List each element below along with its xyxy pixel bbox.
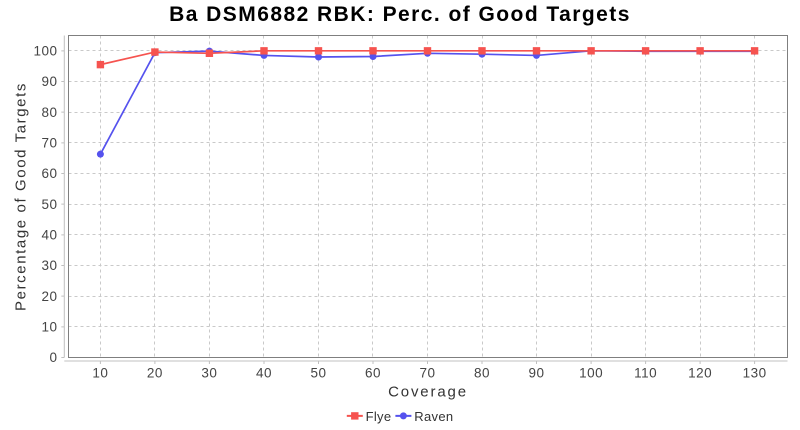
- svg-text:10: 10: [41, 319, 57, 334]
- svg-text:90: 90: [528, 365, 544, 380]
- svg-text:40: 40: [256, 365, 272, 380]
- svg-text:130: 130: [743, 365, 767, 380]
- svg-text:50: 50: [41, 197, 57, 212]
- svg-text:Raven: Raven: [414, 409, 453, 424]
- svg-text:80: 80: [474, 365, 490, 380]
- svg-text:10: 10: [92, 365, 108, 380]
- svg-text:20: 20: [41, 289, 57, 304]
- svg-text:Ba DSM6882 RBK: Perc. of Good: Ba DSM6882 RBK: Perc. of Good Targets: [169, 3, 631, 26]
- svg-text:120: 120: [688, 365, 712, 380]
- svg-text:30: 30: [201, 365, 217, 380]
- svg-text:60: 60: [365, 365, 381, 380]
- svg-text:Percentage of Good Targets: Percentage of Good Targets: [12, 82, 29, 311]
- svg-text:110: 110: [634, 365, 657, 380]
- svg-text:30: 30: [41, 258, 57, 273]
- svg-text:20: 20: [147, 365, 163, 380]
- svg-text:100: 100: [33, 43, 57, 58]
- svg-text:100: 100: [579, 365, 603, 380]
- svg-text:50: 50: [310, 365, 326, 380]
- svg-text:Coverage: Coverage: [388, 383, 468, 400]
- svg-text:70: 70: [41, 135, 57, 150]
- svg-text:80: 80: [41, 105, 57, 120]
- svg-text:60: 60: [41, 166, 57, 181]
- svg-text:90: 90: [41, 74, 57, 89]
- svg-text:70: 70: [419, 365, 435, 380]
- svg-text:0: 0: [49, 350, 57, 365]
- svg-text:Flye: Flye: [366, 409, 392, 424]
- svg-text:40: 40: [41, 227, 57, 242]
